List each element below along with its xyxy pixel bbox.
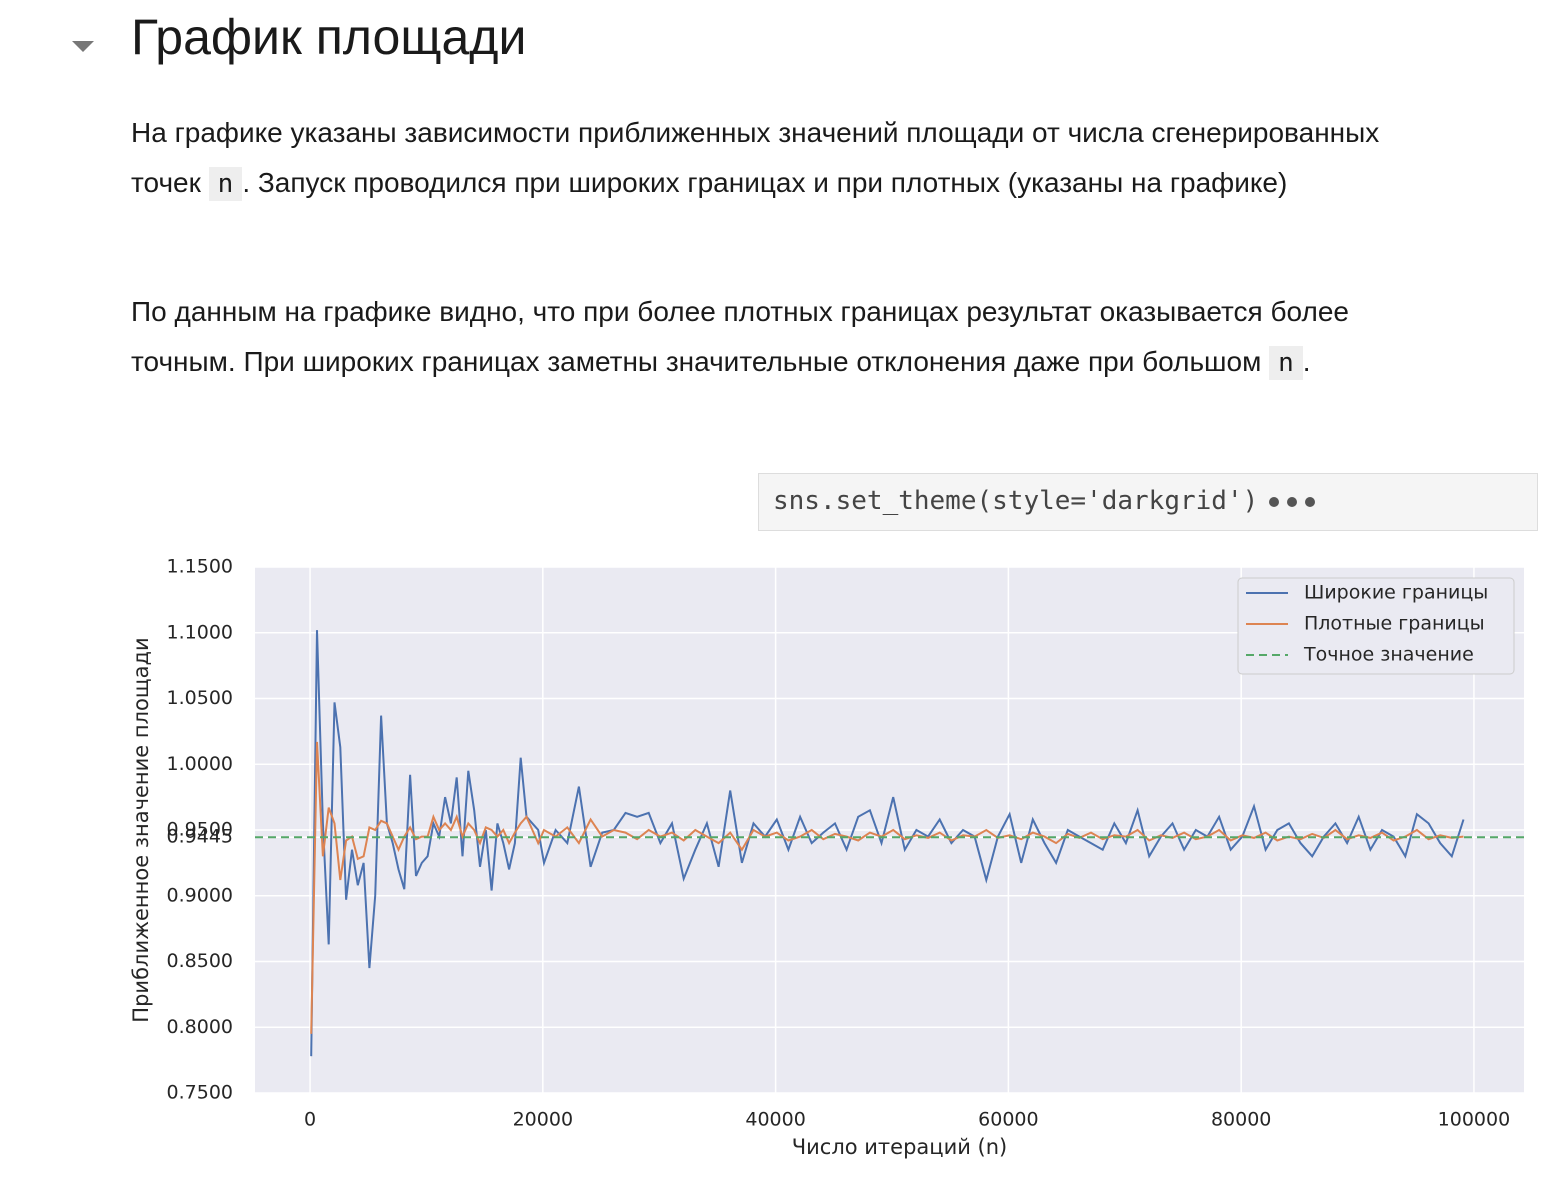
code-cell[interactable]: sns.set_theme(style='darkgrid') [758,473,1538,531]
text: По данным на графике видно, что при боле… [131,296,1349,377]
y-tick-label: 0.9445 [167,826,233,848]
x-tick-label: 60000 [978,1109,1038,1131]
x-tick-label: 100000 [1438,1109,1511,1131]
collapse-toggle[interactable] [70,38,96,54]
y-tick-label: 1.0000 [167,753,233,775]
heading: График площади [131,9,527,65]
y-tick-label: 0.7500 [167,1082,233,1104]
y-tick-label: 0.8500 [167,950,233,972]
x-tick-label: 20000 [513,1109,573,1131]
y-tick-label: 1.1000 [167,621,233,643]
paragraph: По данным на графике видно, что при боле… [131,287,1451,388]
x-axis-label: Число итераций (n) [792,1135,1008,1159]
x-tick-label: 80000 [1211,1109,1271,1131]
inline-code: n [208,167,243,201]
legend-label: Точное значение [1303,644,1474,666]
y-tick-label: 1.1500 [167,556,233,578]
y-axis-label: Приближенное значение площади [129,637,153,1022]
legend-label: Плотные границы [1304,613,1485,635]
text: На графике указаны зависимости приближен… [131,117,1380,198]
text: . [1302,346,1311,377]
x-tick-label: 40000 [745,1109,805,1131]
y-tick-label: 0.8000 [167,1016,233,1038]
series-line [310,630,1465,1057]
x-tick-label: 0 [304,1109,316,1131]
code: sns.set_theme(style='darkgrid') [773,486,1259,516]
legend-label: Широкие границы [1304,582,1488,604]
inline-code: n [1269,346,1303,380]
more-icon[interactable] [1266,492,1326,512]
y-tick-label: 0.9000 [167,884,233,906]
text: . Запуск проводился при широких границах… [242,167,1288,198]
legend [1237,577,1515,675]
y-tick-label: 0.9500 [167,819,233,841]
paragraph: На графике указаны зависимости приближен… [131,108,1451,209]
y-tick-label: 1.0500 [167,687,233,709]
